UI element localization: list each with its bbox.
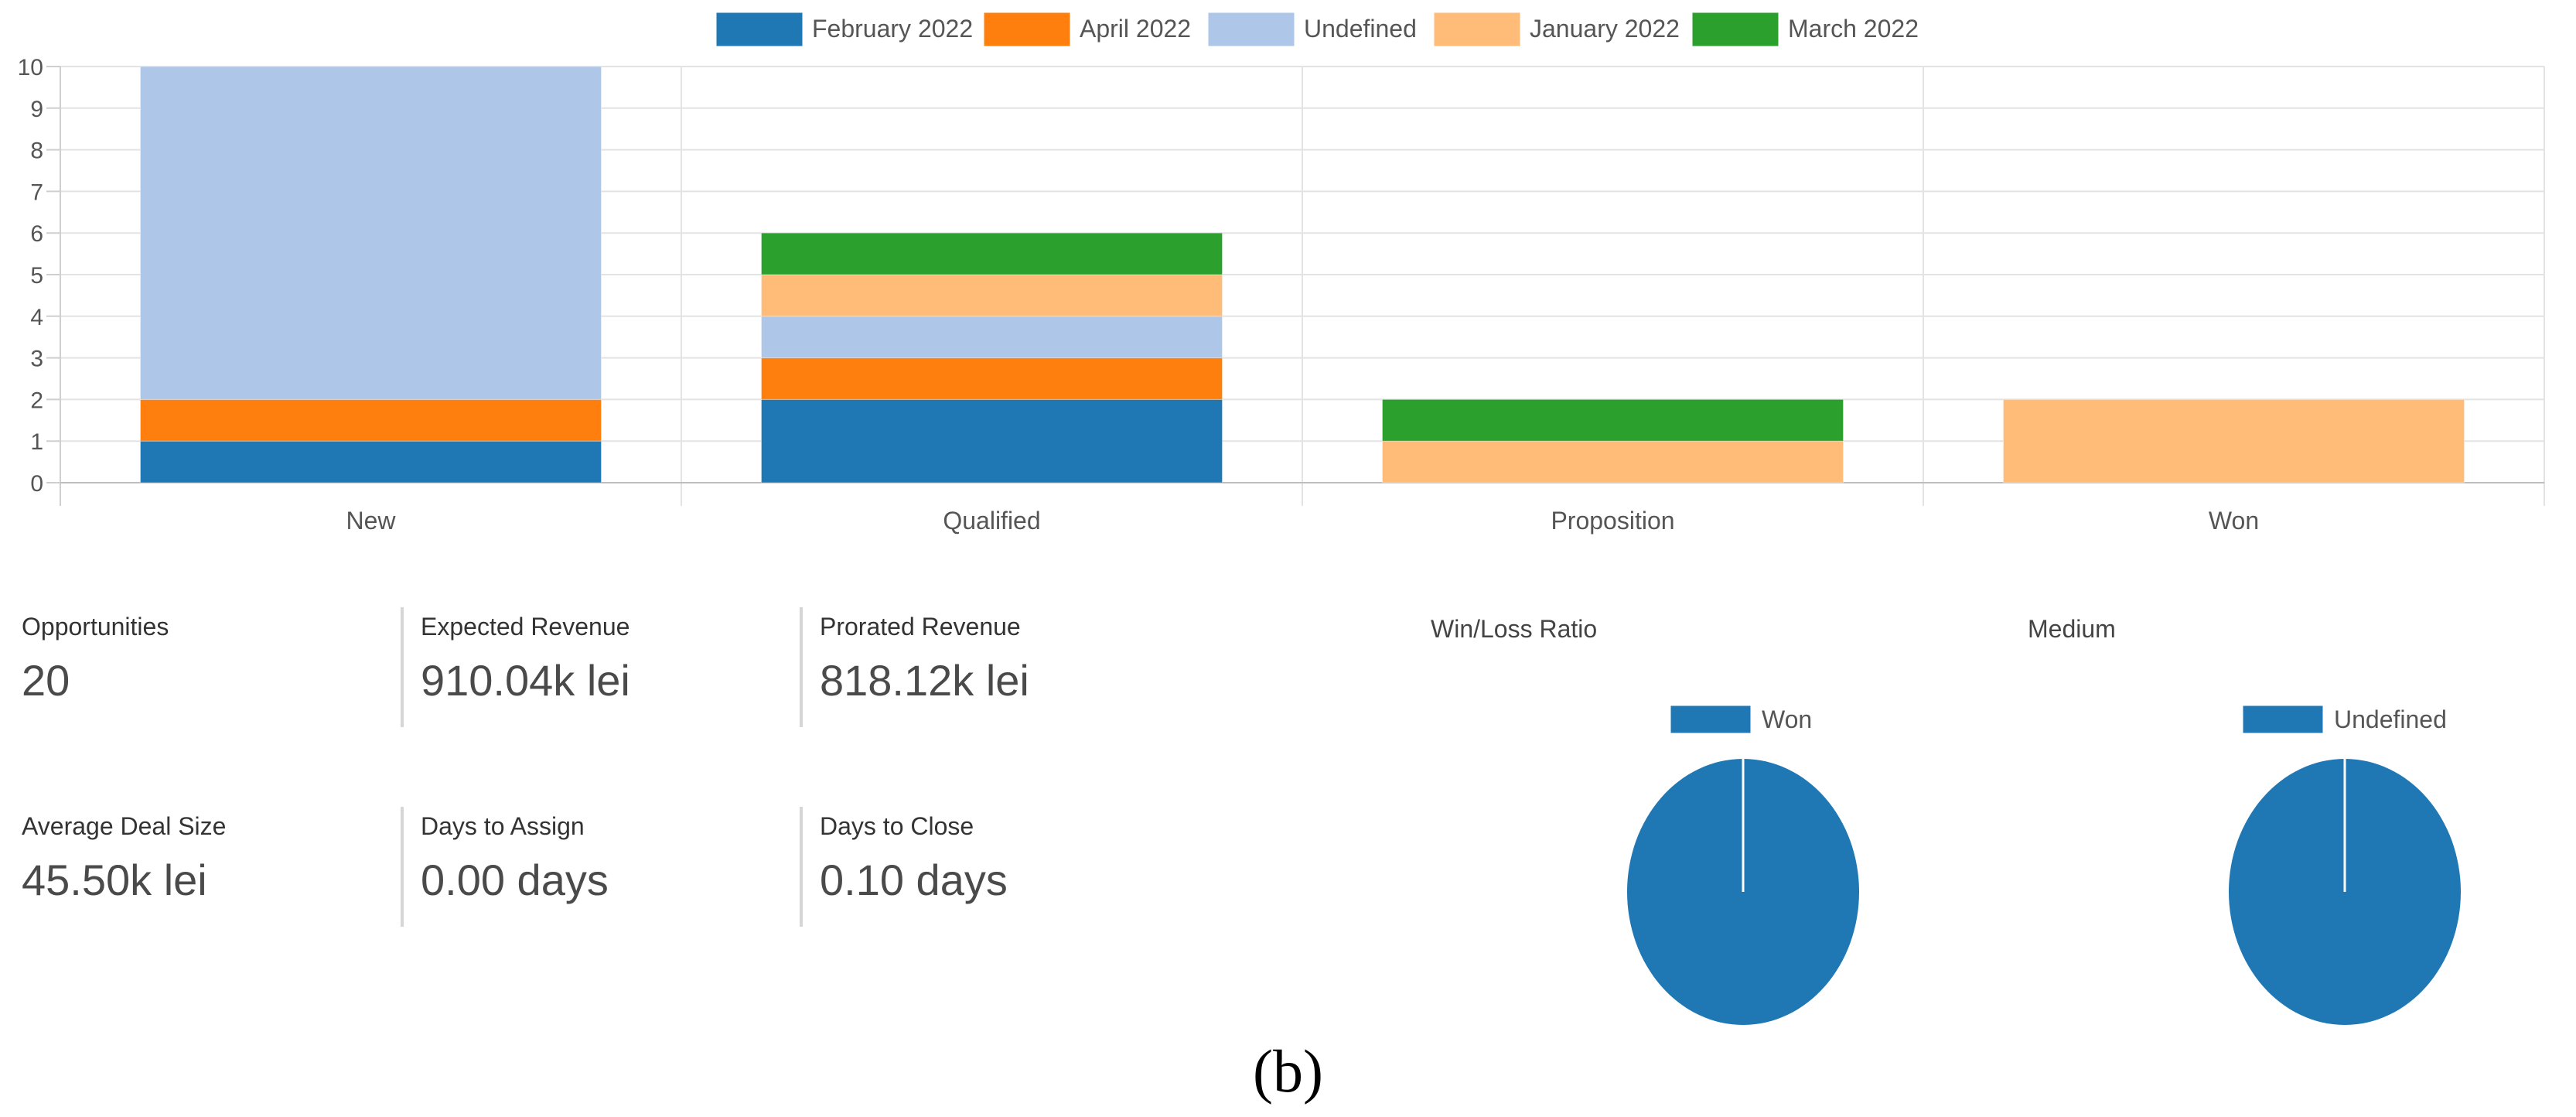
kpi-opportunities[interactable]: Opportunities 20	[22, 613, 169, 705]
kpi-days-to-close[interactable]: Days to Close 0.10 days	[820, 812, 1008, 905]
y-tick-label: 4	[30, 305, 43, 330]
legend-label: February 2022	[812, 15, 973, 43]
kpi-divider	[401, 607, 404, 727]
kpi-label: Opportunities	[22, 613, 169, 640]
x-tick-label: Proposition	[1551, 507, 1674, 535]
kpi-expected-revenue[interactable]: Expected Revenue 910.04k lei	[421, 613, 630, 705]
kpi-divider	[401, 807, 404, 927]
kpi-value: 20	[22, 656, 70, 705]
figure-caption: (b)	[1253, 1037, 1323, 1105]
y-tick-label: 3	[30, 347, 43, 372]
x-tick-label: Won	[2209, 507, 2259, 535]
kpi-prorated-revenue[interactable]: Prorated Revenue 818.12k lei	[820, 613, 1029, 705]
y-tick-label: 2	[30, 388, 43, 413]
win-loss-ratio-title: Win/Loss Ratio	[1431, 615, 1598, 643]
x-tick-label: Qualified	[943, 507, 1040, 535]
medium-pie-chart[interactable]: Undefined	[2229, 705, 2461, 1025]
pie-legend-label: Undefined	[2334, 705, 2447, 733]
bar-segment	[761, 357, 1223, 400]
win-loss-pie-chart[interactable]: Won	[1627, 705, 1859, 1025]
pie-legend-swatch	[1670, 705, 1752, 734]
x-axis-ticks: New Qualified Proposition Won	[346, 507, 2259, 535]
bar-segment	[761, 232, 1223, 275]
kpi-divider	[800, 607, 803, 727]
y-tick-label: 6	[30, 221, 43, 247]
kpi-value: 0.10 days	[820, 856, 1008, 904]
medium-title: Medium	[2028, 615, 2116, 643]
kpi-days-to-assign[interactable]: Days to Assign 0.00 days	[421, 812, 609, 905]
x-tick-label: New	[346, 507, 396, 535]
kpi-label: Prorated Revenue	[820, 613, 1021, 640]
legend-swatch	[1691, 12, 1779, 47]
kpi-label: Average Deal Size	[22, 812, 227, 840]
bar-segment	[140, 440, 602, 483]
bar-segment	[2003, 398, 2465, 483]
y-tick-label: 0	[30, 471, 43, 497]
kpi-label: Expected Revenue	[421, 613, 630, 640]
kpi-label: Days to Close	[820, 812, 974, 840]
legend-label: Undefined	[1304, 15, 1417, 43]
stacked-bars[interactable]	[140, 66, 2465, 483]
y-tick-label: 8	[30, 138, 43, 164]
kpi-label: Days to Assign	[421, 812, 585, 840]
kpi-value: 910.04k lei	[421, 656, 630, 705]
y-tick-label: 10	[18, 55, 43, 80]
kpi-divider	[800, 807, 803, 927]
kpi-value: 45.50k lei	[22, 856, 207, 904]
kpi-value: 0.00 days	[421, 856, 609, 904]
kpi-average-deal-size[interactable]: Average Deal Size 45.50k lei	[22, 812, 226, 905]
bar-segment	[761, 274, 1223, 317]
bar-segment	[140, 66, 602, 400]
y-tick-label: 5	[30, 263, 43, 289]
bar-segment	[761, 316, 1223, 359]
bar-segment	[1382, 398, 1844, 442]
y-tick-label: 1	[30, 429, 43, 455]
legend-label: January 2022	[1530, 15, 1680, 43]
bar-segment	[140, 398, 602, 442]
y-axis-ticks: 0 1 2 3 4 5 6 7 8 9 10	[18, 55, 60, 497]
legend-swatch	[983, 12, 1071, 47]
y-tick-label: 9	[30, 97, 43, 122]
bar-segment	[761, 398, 1223, 483]
y-tick-label: 7	[30, 179, 43, 205]
bar-chart-legend[interactable]: February 2022 April 2022 Undefined January …	[715, 12, 1919, 47]
legend-label: April 2022	[1080, 15, 1191, 43]
legend-swatch	[715, 12, 804, 47]
kpi-value: 818.12k lei	[820, 656, 1029, 705]
pie-legend-swatch	[2242, 705, 2324, 734]
legend-label: March 2022	[1788, 15, 1919, 43]
pie-legend-label: Won	[1762, 705, 1812, 733]
bar-segment	[1382, 440, 1844, 483]
legend-swatch	[1433, 12, 1521, 47]
legend-swatch	[1207, 12, 1295, 47]
